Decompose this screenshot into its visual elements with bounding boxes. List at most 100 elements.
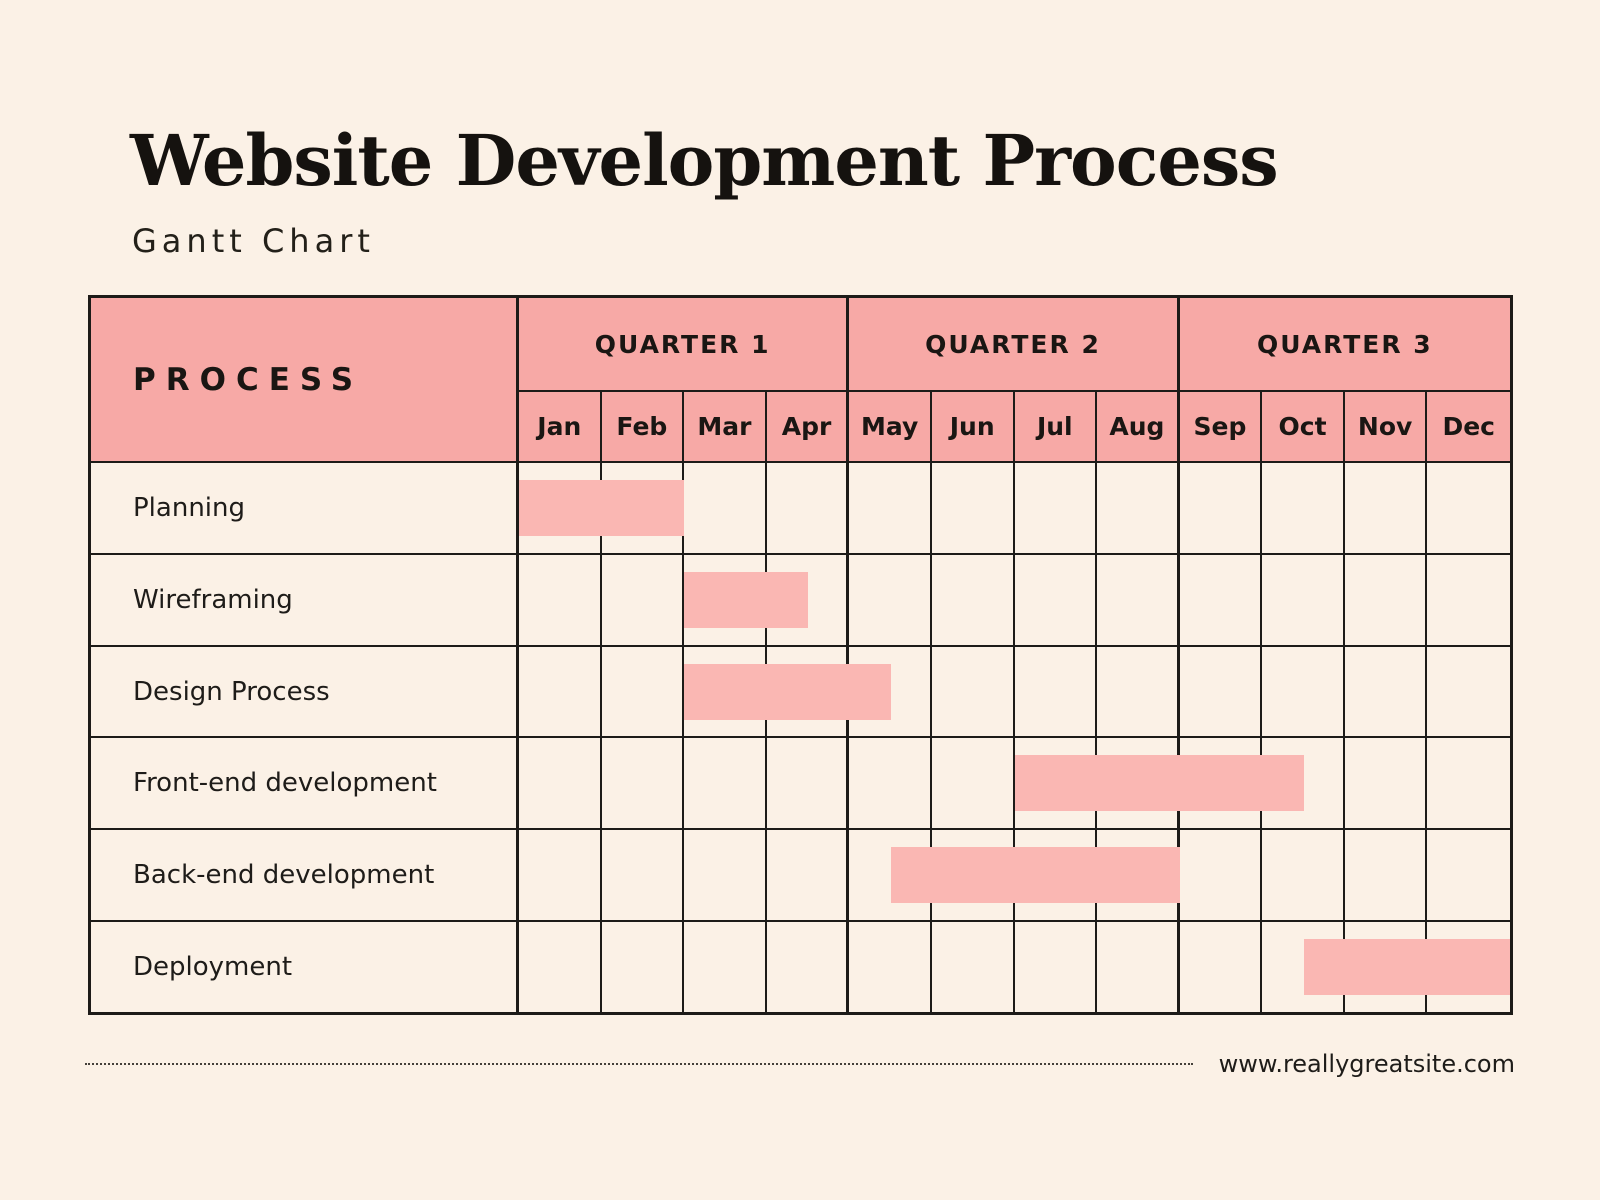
task-label-cell: Design Process <box>91 646 519 737</box>
grid-cell <box>1015 922 1098 1012</box>
month-label: Aug <box>1109 412 1165 441</box>
month-header-cell: Jun <box>931 392 1015 461</box>
grid-cell <box>849 463 932 553</box>
grid-cell <box>1262 830 1345 921</box>
grid-cell <box>1097 922 1180 1012</box>
grid-cell <box>767 922 850 1012</box>
task-timeline <box>519 646 1510 737</box>
month-label: Nov <box>1357 412 1413 441</box>
task-label-cell: Deployment <box>91 922 519 1012</box>
page-subtitle: Gantt Chart <box>132 222 375 260</box>
grid-cell <box>602 738 685 829</box>
grid-cell <box>767 738 850 829</box>
grid-cell <box>519 554 602 645</box>
grid-cell <box>1180 646 1263 737</box>
month-header-cell: Jul <box>1014 392 1098 461</box>
grid-cell <box>849 646 932 737</box>
grid-cell <box>1427 463 1510 553</box>
task-label: Planning <box>133 492 245 523</box>
grid-cell <box>1097 463 1180 553</box>
page-title: Website Development Process <box>130 119 1279 202</box>
grid-cell <box>602 830 685 921</box>
header-right-section: QUARTER 1 QUARTER 2 QUARTER 3 Jan Feb Mar Apr… <box>519 298 1510 461</box>
quarter-row: QUARTER 1 QUARTER 2 QUARTER 3 <box>519 298 1510 392</box>
task-bar <box>684 571 809 628</box>
grid-cell <box>1345 738 1428 829</box>
quarter-header-cell: QUARTER 1 <box>519 298 850 390</box>
task-label: Front-end development <box>133 768 437 799</box>
gantt-header: PROCESS QUARTER 1 QUARTER 2 QUARTER 3 Jan F… <box>91 298 1510 463</box>
grid-cell <box>684 922 767 1012</box>
gantt-row: Wireframing <box>91 552 1510 645</box>
quarter-header-cell: QUARTER 3 <box>1179 298 1510 390</box>
month-header-cell: Aug <box>1097 392 1180 461</box>
task-timeline <box>519 922 1510 1012</box>
quarter-label: QUARTER 1 <box>594 329 771 359</box>
grid-cell <box>932 646 1015 737</box>
month-label: Oct <box>1278 412 1327 441</box>
grid-cell <box>1345 463 1428 553</box>
process-header-cell: PROCESS <box>91 298 519 461</box>
grid-cell <box>684 463 767 553</box>
task-label-cell: Planning <box>91 463 519 553</box>
task-bar <box>1014 755 1304 812</box>
grid-cell <box>1015 463 1098 553</box>
grid-cell <box>932 554 1015 645</box>
month-label: Jan <box>537 412 582 441</box>
month-header-cell: May <box>849 392 932 461</box>
grid-cell <box>1427 647 1510 737</box>
grid-cell <box>684 830 767 921</box>
gantt-row: Design Process <box>91 644 1510 737</box>
month-row: Jan Feb Mar Apr May Jun Jul Aug Sep Oct Nov Dec <box>519 392 1510 461</box>
month-label: May <box>860 412 919 441</box>
month-label: Jul <box>1036 412 1073 441</box>
month-header-cell: Nov <box>1344 392 1428 461</box>
grid-cell <box>1180 830 1263 921</box>
grid-cell <box>932 463 1015 553</box>
task-label-cell: Back-end development <box>91 830 519 921</box>
footer-divider-line <box>85 1063 1193 1065</box>
month-label: Mar <box>697 412 752 441</box>
grid-cell <box>519 922 602 1012</box>
task-label: Design Process <box>133 676 330 707</box>
month-header-cell: Feb <box>601 392 685 461</box>
grid-cell <box>767 830 850 921</box>
task-label: Wireframing <box>133 584 293 615</box>
grid-cell <box>684 738 767 829</box>
grid-cell <box>932 922 1015 1012</box>
month-header-cell: Jan <box>519 392 602 461</box>
grid-cell <box>1427 738 1510 828</box>
task-timeline <box>519 554 1510 645</box>
grid-cell <box>602 554 685 645</box>
quarter-label: QUARTER 3 <box>1256 329 1433 359</box>
task-label: Deployment <box>133 952 293 983</box>
month-header-cell: Sep <box>1179 392 1263 461</box>
grid-cell <box>1180 554 1263 645</box>
task-timeline <box>519 830 1510 921</box>
task-timeline <box>519 738 1510 829</box>
gantt-row: Planning <box>91 463 1510 553</box>
grid-cell <box>767 554 850 645</box>
grid-cell <box>1097 646 1180 737</box>
grid-cell <box>849 738 932 829</box>
grid-cell <box>602 646 685 737</box>
process-header-label: PROCESS <box>133 361 364 398</box>
month-label: Dec <box>1442 412 1495 441</box>
grid-cell <box>519 738 602 829</box>
grid-cell <box>1015 554 1098 645</box>
task-label: Back-end development <box>133 860 435 891</box>
timeline-grid <box>519 646 1510 737</box>
month-header-cell: Apr <box>766 392 850 461</box>
footer-url: www.reallygreatsite.com <box>1218 1050 1515 1078</box>
task-bar <box>519 479 685 536</box>
grid-cell <box>1097 554 1180 645</box>
grid-cell <box>519 646 602 737</box>
month-label: Sep <box>1193 412 1247 441</box>
grid-cell <box>1345 554 1428 645</box>
grid-cell <box>1427 830 1510 920</box>
grid-cell <box>849 922 932 1012</box>
grid-cell <box>1427 555 1510 645</box>
task-timeline <box>519 463 1510 553</box>
grid-cell <box>1262 646 1345 737</box>
